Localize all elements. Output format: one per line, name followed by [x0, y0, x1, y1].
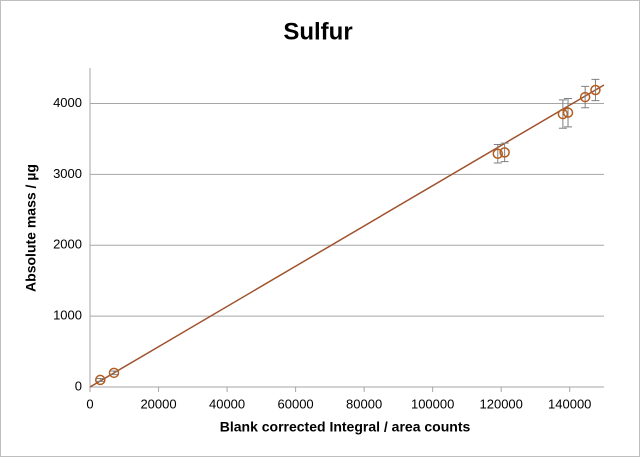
x-tick-label: 80000 [346, 396, 382, 411]
point [579, 91, 591, 103]
x-tick-label: 0 [86, 396, 93, 411]
error-bar [96, 377, 105, 382]
chart-title: Sulfur [283, 18, 352, 45]
error-bar [591, 78, 600, 102]
x-tick-label: 20000 [140, 396, 176, 411]
y-axis-label: Absolute mass / µg [23, 164, 39, 292]
point [557, 108, 569, 120]
x-tick-label: 40000 [209, 396, 245, 411]
point [562, 107, 574, 118]
x-tick-label: 120000 [480, 396, 523, 411]
y-tick-label: 1000 [53, 308, 82, 323]
y-tick-label: 4000 [53, 95, 82, 110]
error-bar [500, 142, 509, 163]
error-bar [493, 144, 502, 164]
x-tick-label: 100000 [411, 396, 454, 411]
y-tick-label: 2000 [53, 237, 82, 252]
y-tick-label: 0 [75, 378, 82, 393]
y-tick-label: 3000 [53, 166, 82, 181]
point [108, 367, 120, 379]
trendline [89, 84, 605, 388]
error-bar [564, 97, 573, 128]
error-bar [558, 99, 567, 129]
x-tick-label: 140000 [548, 396, 591, 411]
error-bar [109, 370, 118, 376]
x-tick-label: 60000 [278, 396, 314, 411]
point [492, 148, 504, 160]
error-bar [581, 85, 590, 109]
point [95, 374, 106, 386]
x-axis-label: Blank corrected Integral / area counts [220, 419, 471, 435]
point [590, 84, 601, 96]
point [499, 147, 510, 158]
